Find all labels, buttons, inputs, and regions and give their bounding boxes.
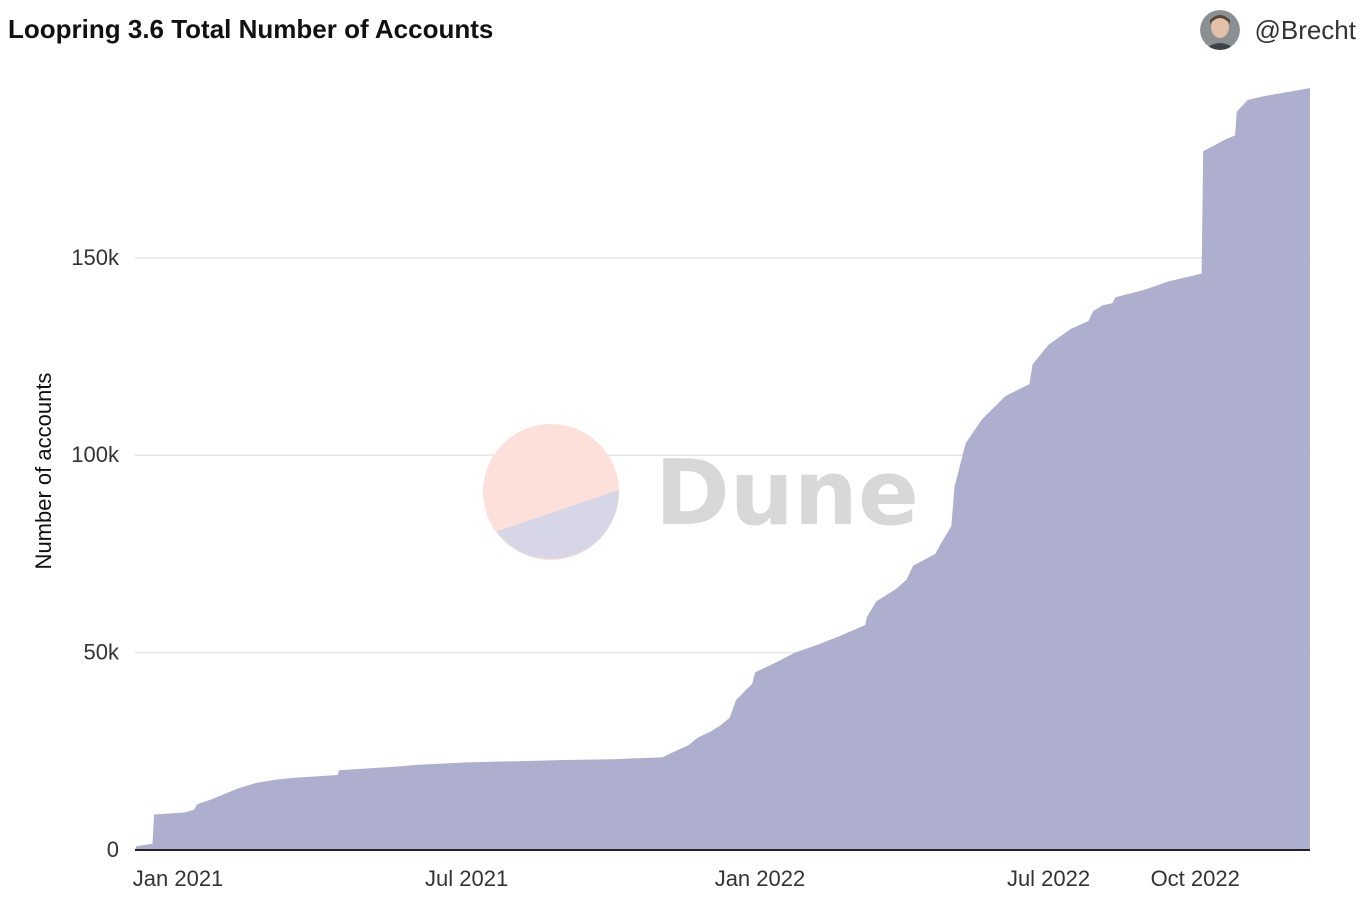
dune-logo-icon bbox=[483, 424, 620, 560]
x-tick-label: Oct 2022 bbox=[1151, 866, 1240, 891]
y-tick-label: 150k bbox=[71, 245, 120, 270]
x-tick-label: Jul 2022 bbox=[1007, 866, 1090, 891]
y-tick-label: 100k bbox=[71, 442, 120, 467]
x-axis-ticks: Jan 2021 Jul 2021 Jan 2022 Jul 2022 Oct 2022 bbox=[133, 866, 1240, 891]
area-path bbox=[135, 88, 1310, 851]
author-name[interactable]: @Brecht bbox=[1254, 14, 1356, 45]
watermark-text: Dune bbox=[655, 441, 919, 546]
area-series bbox=[135, 88, 1310, 851]
x-tick-label: Jan 2022 bbox=[715, 866, 806, 891]
y-tick-label: 0 bbox=[107, 837, 119, 862]
y-axis-ticks: 0 50k 100k 150k bbox=[71, 245, 120, 862]
author-badge[interactable]: @Brecht bbox=[1200, 10, 1356, 50]
y-axis-label: Number of accounts bbox=[31, 373, 56, 570]
x-tick-label: Jan 2021 bbox=[133, 866, 224, 891]
y-tick-label: 50k bbox=[84, 640, 120, 665]
x-tick-label: Jul 2021 bbox=[425, 866, 508, 891]
chart-title: Loopring 3.6 Total Number of Accounts bbox=[8, 14, 494, 44]
dune-watermark: Dune bbox=[483, 424, 919, 560]
